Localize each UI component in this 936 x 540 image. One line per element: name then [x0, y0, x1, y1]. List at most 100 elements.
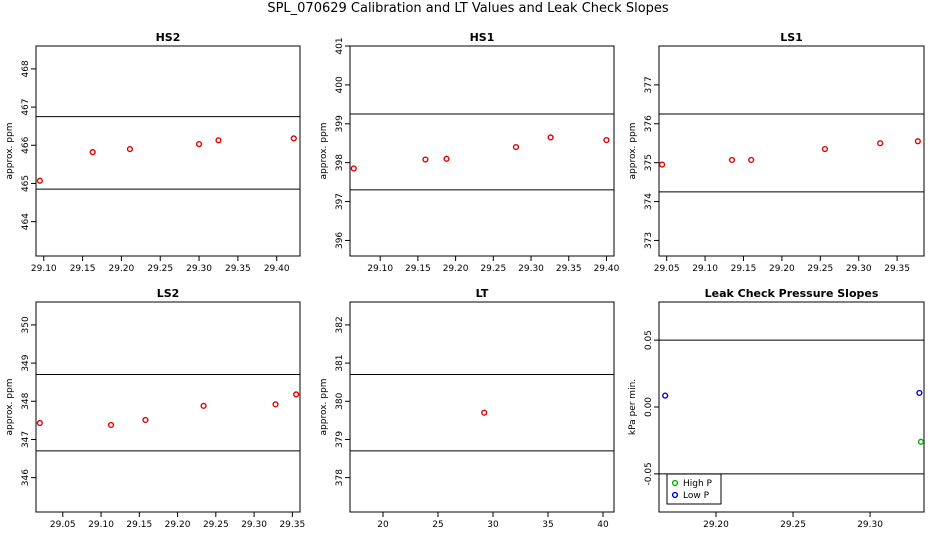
panel-2-ytick-label: 399 [335, 115, 345, 132]
panel-4-series-1-point [293, 391, 300, 398]
panel-3-xtick-label: 29.15 [731, 264, 757, 274]
panel-1-series-1-point [126, 145, 134, 153]
panel-6-legend-label: Low P [683, 491, 710, 501]
panel-4-xtick-label: 29.05 [50, 520, 76, 530]
panel-1-xtick-label: 29.20 [109, 264, 135, 274]
panel-1-series-1-point [215, 137, 222, 144]
panel-4-series-1-point [272, 401, 279, 408]
panel-4-xtick-label: 29.15 [126, 520, 152, 530]
panel-6-xtick-label: 29.20 [703, 520, 729, 530]
panel-4-frame [35, 301, 301, 513]
panel-5-ytick-label: 379 [335, 431, 345, 448]
panel-3-series-1-point [728, 156, 736, 164]
panel-1-ytick-label: 468 [21, 60, 31, 77]
panel-2-series-1-point [603, 137, 610, 144]
panel-6-legend-swatch [671, 479, 679, 487]
panel-4-xtick-label: 29.30 [241, 520, 267, 530]
panel-4-series-1-point [142, 416, 149, 424]
panel-1-xtick-label: 29.30 [186, 264, 212, 274]
panel-3-xtick-label: 29.30 [846, 264, 872, 274]
panel-6-ylabel: kPa per min. [628, 379, 638, 435]
panel-1-series-1-point [195, 141, 203, 148]
panel-3-group: LS1 approx. ppm 29.05 29.10 29.15 29.20 29.25 2… [628, 31, 925, 274]
panel-1-group: HS2 approx. ppm 29.10 29.15 29.20 29.25 29.30 2… [5, 31, 301, 274]
panel-4-ytick-label: 348 [21, 392, 31, 409]
panel-2-xtick-label: 29.10 [367, 264, 393, 274]
page-title: SPL_070629 Calibration and LT Values and… [267, 1, 669, 16]
panel-1-ytick-label: 466 [21, 136, 31, 153]
panel-5-group: LT approx. ppm 20 25 30 35 40 378 379 380 381 382 [319, 287, 615, 530]
panel-1-series-1-point [89, 149, 96, 156]
panel-5-ytick-label: 380 [335, 392, 345, 409]
panel-6-xtick-label: 29.25 [780, 520, 806, 530]
panel-4-ylabel: approx. ppm [5, 379, 15, 436]
panel-6-group: Leak Check Pressure Slopes kPa per min. 29… [628, 287, 925, 530]
panel-5-ylabel: approx. ppm [319, 379, 329, 436]
panel-2-ytick-label: 400 [335, 76, 345, 93]
panel-3-series-1-point [748, 156, 755, 164]
panel-4-ytick-label: 346 [21, 469, 31, 486]
panel-5-series-1-point [481, 409, 488, 416]
panel-5-xtick-label: 25 [432, 520, 443, 530]
panel-1-series-1-point [290, 135, 297, 142]
panel-4-ytick-label: 347 [21, 431, 31, 448]
panel-3-series-1-point [877, 140, 884, 147]
panel-4-title: LS2 [157, 287, 180, 300]
panel-6-legend-swatch [671, 491, 679, 499]
panel-3-ytick-label: 374 [644, 193, 654, 210]
panel-2-ytick-label: 401 [335, 37, 345, 54]
panel-3-ytick-label: 376 [644, 115, 654, 132]
panel-3-title: LS1 [780, 31, 803, 44]
panel-4-xtick-label: 29.20 [165, 520, 191, 530]
panel-1-frame [35, 45, 301, 257]
panel-2-ytick-label: 398 [335, 154, 345, 171]
panel-5-xtick-label: 35 [542, 520, 553, 530]
panel-2-ytick-label: 396 [335, 232, 345, 249]
panel-3-series-1-point [658, 161, 666, 168]
panel-1-ytick-label: 464 [21, 213, 31, 230]
panel-2-series-1-point [422, 156, 429, 163]
panel-5-ytick-label: 382 [335, 316, 345, 333]
panel-4-xtick-label: 29.35 [279, 520, 305, 530]
panel-3-ytick-label: 373 [644, 232, 654, 249]
panel-3-frame [658, 45, 925, 257]
panel-3-ytick-label: 377 [644, 76, 654, 93]
panel-2-series-1-point [547, 134, 554, 141]
panel-6-series-1-point [917, 438, 925, 445]
panel-3-xtick-label: 29.20 [769, 264, 795, 274]
panel-4-xtick-label: 29.25 [203, 520, 229, 530]
panel-4-series-1-point [107, 421, 115, 429]
panel-1-title: HS2 [156, 31, 181, 44]
panel-6-ytick-label: -0.05 [644, 462, 654, 485]
panel-3-xtick-label: 29.10 [692, 264, 718, 274]
panel-4-series-1-point [36, 419, 43, 427]
panel-3-series-1-point [914, 138, 921, 145]
panel-3-xtick-label: 29.25 [807, 264, 833, 274]
panel-2-xtick-label: 29.30 [518, 264, 544, 274]
panel-5-xtick-label: 20 [377, 520, 389, 530]
panel-6-title: Leak Check Pressure Slopes [705, 287, 879, 300]
panel-1-xtick-label: 29.40 [264, 264, 290, 274]
panel-4-group: LS2 approx. ppm 29.05 29.10 29.15 29.20 29.25 2… [5, 287, 305, 530]
panel-2-xtick-label: 29.20 [443, 264, 469, 274]
panel-1-xtick-label: 29.15 [70, 264, 96, 274]
panel-5-xtick-label: 40 [597, 520, 609, 530]
panel-3-series-1-point [821, 145, 829, 153]
panel-2-ylabel: approx. ppm [319, 123, 329, 180]
panel-2-series-1-point [350, 165, 357, 172]
panel-2-xtick-label: 29.15 [405, 264, 431, 274]
panel-6-legend-box [666, 473, 722, 505]
panel-2-xtick-label: 29.35 [556, 264, 582, 274]
panel-6-series-2-point [916, 389, 923, 397]
panel-6-series-2-point [662, 392, 669, 399]
panel-6-ytick-label: 0.00 [644, 397, 654, 417]
panel-1-xtick-label: 29.10 [31, 264, 57, 274]
panel-3-ylabel: approx. ppm [628, 123, 638, 180]
panel-4-xtick-label: 29.10 [88, 520, 114, 530]
panel-2-xtick-label: 29.40 [594, 264, 620, 274]
panel-4-ytick-label: 349 [21, 354, 31, 371]
panel-2-ytick-label: 397 [335, 193, 345, 210]
panel-6-ytick-label: 0.05 [644, 330, 654, 350]
panel-4-ytick-label: 350 [21, 316, 31, 333]
